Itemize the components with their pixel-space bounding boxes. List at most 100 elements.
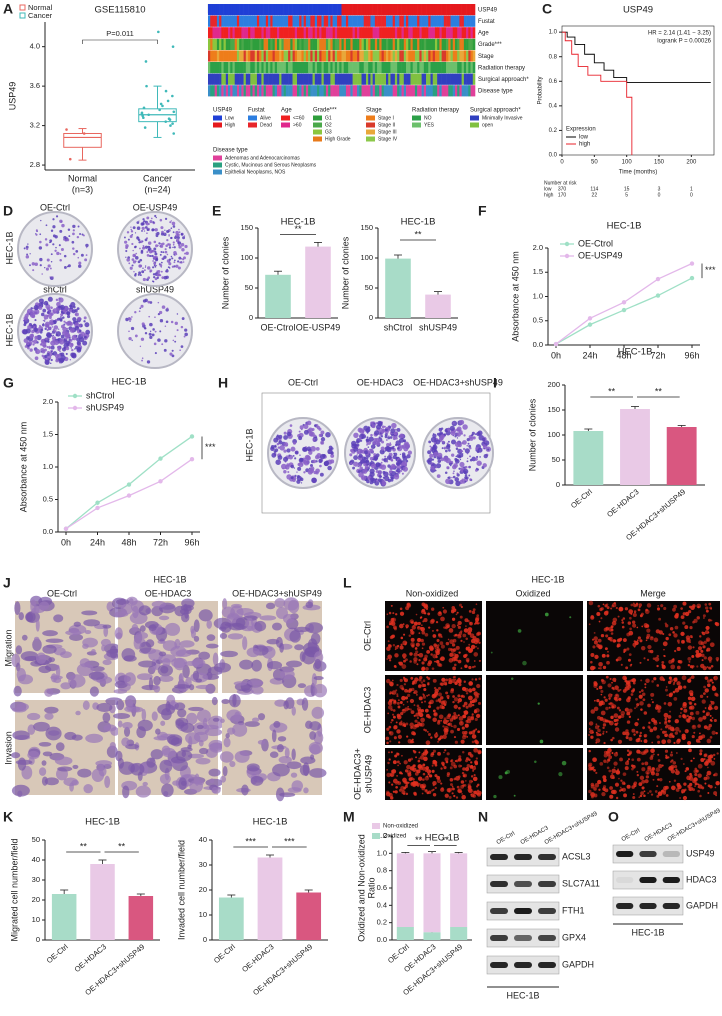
heatmap-cell (310, 73, 313, 85)
colony (152, 273, 156, 276)
colony (71, 338, 74, 340)
heatmap-cell (443, 38, 447, 50)
cell (421, 661, 425, 665)
cell (433, 733, 439, 738)
cell (392, 760, 397, 765)
cell (706, 679, 711, 683)
heatmap-cell (223, 73, 227, 85)
cell (680, 615, 685, 620)
cell (620, 710, 626, 716)
column-label: shUSP49 (136, 284, 174, 294)
cell (405, 722, 409, 726)
cell (403, 786, 407, 790)
heatmap-cell (308, 38, 311, 50)
cell (608, 755, 613, 760)
heatmap-cell (328, 50, 331, 62)
heatmap-cell (256, 85, 260, 97)
cell (448, 790, 451, 793)
cell (392, 715, 396, 719)
colony (51, 352, 55, 356)
colony (55, 357, 59, 360)
colony (433, 451, 439, 457)
cell (588, 749, 591, 753)
colony (309, 466, 315, 471)
cell (688, 605, 692, 609)
colony (377, 420, 383, 426)
colony (382, 476, 386, 479)
cell (690, 675, 695, 679)
colony (60, 248, 64, 252)
cell (465, 637, 468, 641)
cell (442, 734, 447, 740)
colony (140, 222, 144, 226)
heatmap-cell (221, 4, 224, 16)
chart-title: HEC-1B (281, 217, 316, 228)
heatmap-cell (341, 50, 345, 62)
heatmap-cell (219, 15, 222, 27)
cell (661, 660, 665, 664)
cell (659, 777, 663, 782)
risk-count: 370 (558, 186, 567, 192)
heatmap-cell (421, 15, 425, 27)
cell (622, 731, 627, 736)
heatmap-cell (270, 38, 273, 50)
heatmap-cell (470, 15, 474, 27)
colony (157, 301, 160, 304)
cell (597, 728, 601, 733)
heatmap-cell (225, 50, 229, 62)
colony (297, 466, 302, 471)
cell (234, 750, 250, 763)
colony (378, 436, 381, 439)
heatmap-cell (428, 50, 431, 62)
cell (714, 622, 718, 626)
heatmap-cell (361, 4, 365, 16)
cell (153, 675, 161, 686)
cell (430, 736, 433, 739)
heatmap-cell (381, 27, 385, 39)
heatmap-cell (430, 73, 434, 85)
heatmap-cell (294, 15, 298, 27)
colony (80, 253, 84, 257)
colony (403, 443, 407, 447)
heatmap-cell (294, 85, 298, 97)
heatmap-cell (365, 73, 369, 85)
cell (470, 644, 476, 650)
heatmap-cell (359, 73, 362, 85)
heatmap-cell (423, 27, 427, 39)
legend-swatch (470, 122, 479, 128)
cell (667, 719, 671, 723)
cell (440, 782, 443, 785)
cell (628, 679, 632, 683)
cell (451, 792, 454, 795)
cell (431, 607, 435, 611)
cell (421, 608, 426, 613)
heatmap-cell (310, 27, 313, 39)
cell (424, 769, 428, 773)
cell (100, 638, 111, 647)
cell (597, 667, 600, 670)
y-axis-label: Number of clonies (340, 236, 350, 309)
colony (375, 470, 379, 473)
heatmap-cell (212, 15, 215, 27)
heatmap-cell (408, 62, 411, 74)
cell (179, 640, 195, 648)
cell (472, 687, 476, 692)
heatmap-cell (243, 27, 247, 39)
colony (72, 317, 77, 322)
cell (416, 625, 421, 630)
heatmap-cell (446, 50, 449, 62)
colony (358, 428, 365, 434)
cell (696, 616, 700, 620)
heatmap-cell (428, 73, 431, 85)
cell (446, 772, 451, 776)
heatmap-cell (219, 50, 222, 62)
heatmap-cell (350, 62, 353, 74)
cell (687, 645, 693, 650)
colony (58, 361, 61, 364)
cell (161, 783, 174, 798)
heatmap-cell (408, 73, 411, 85)
cell (175, 717, 189, 727)
heatmap-cell (472, 4, 476, 16)
cell (636, 703, 640, 707)
colony (77, 256, 80, 259)
